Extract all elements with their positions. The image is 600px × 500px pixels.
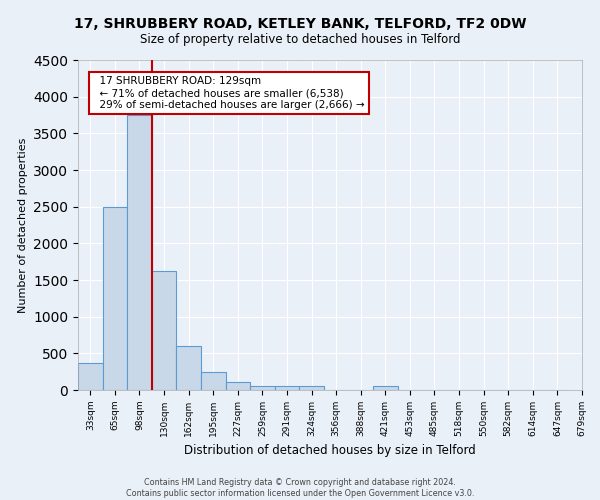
Bar	[78, 362, 103, 390]
Bar	[103, 206, 127, 390]
Text: 17, SHRUBBERY ROAD, KETLEY BANK, TELFORD, TF2 0DW: 17, SHRUBBERY ROAD, KETLEY BANK, TELFORD…	[74, 18, 526, 32]
Bar	[250, 386, 275, 390]
Bar	[275, 386, 299, 390]
Bar	[176, 346, 201, 390]
Bar	[299, 386, 324, 390]
Bar	[127, 115, 152, 390]
Bar	[152, 271, 176, 390]
Text: Contains HM Land Registry data © Crown copyright and database right 2024.
Contai: Contains HM Land Registry data © Crown c…	[126, 478, 474, 498]
Text: Size of property relative to detached houses in Telford: Size of property relative to detached ho…	[140, 32, 460, 46]
Bar	[373, 386, 398, 390]
Y-axis label: Number of detached properties: Number of detached properties	[17, 138, 28, 312]
Bar	[226, 382, 250, 390]
Text: 17 SHRUBBERY ROAD: 129sqm
  ← 71% of detached houses are smaller (6,538)
  29% o: 17 SHRUBBERY ROAD: 129sqm ← 71% of detac…	[93, 76, 365, 110]
Bar	[201, 372, 226, 390]
X-axis label: Distribution of detached houses by size in Telford: Distribution of detached houses by size …	[184, 444, 476, 458]
